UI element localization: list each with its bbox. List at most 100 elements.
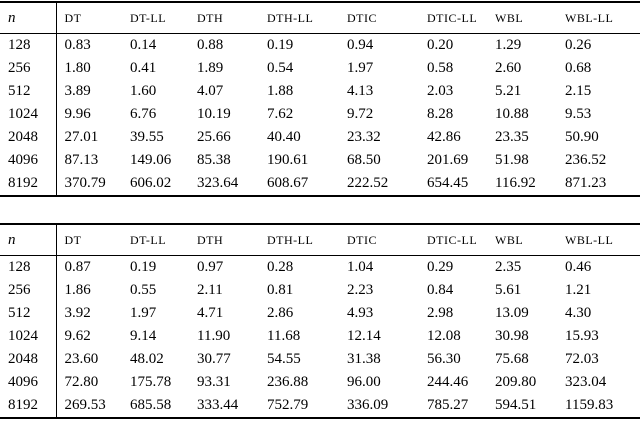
results-table-1: n DT DT-LL DTH DTH-LL DTIC DTIC-LL WBL WBL-LL 128… [0, 1, 640, 197]
header-row: n DT DT-LL DTH DTH-LL DTIC DTIC-LL WBL WBL-LL [0, 224, 640, 256]
table-cell: 244.46 [427, 374, 469, 390]
column-header-dth-ll: DTH-LL [259, 2, 339, 34]
table-cell: 23.35 [495, 129, 529, 145]
table-cell: 1.29 [495, 37, 522, 53]
table-cell: 201.69 [427, 152, 469, 168]
column-header-dtic-ll: DTIC-LL [419, 224, 487, 256]
table-cell: 10.88 [495, 106, 529, 122]
table-cell: 1.89 [197, 60, 224, 76]
table-row: 1024 9.96 6.76 10.19 7.62 9.72 8.28 10.88 9.53 [0, 103, 640, 126]
row-label-n: 256 [0, 57, 57, 80]
row-label-n: 2048 [0, 348, 57, 371]
table-cell: 85.38 [197, 152, 231, 168]
table-cell: 39.55 [130, 129, 164, 145]
table-row: 1024 9.62 9.14 11.90 11.68 12.14 12.08 30.98 15.… [0, 325, 640, 348]
table-cell: 0.84 [427, 282, 454, 298]
table-row: 2048 23.60 48.02 30.77 54.55 31.38 56.30 75.68 7… [0, 348, 640, 371]
table-cell: 23.32 [347, 129, 381, 145]
column-header-wbl-ll: WBL-LL [557, 2, 640, 34]
table-cell: 116.92 [495, 175, 536, 191]
column-header-dt-ll: DT-LL [122, 2, 189, 34]
results-table-2: n DT DT-LL DTH DTH-LL DTIC DTIC-LL WBL WBL-LL 128… [0, 223, 640, 419]
table-cell: 269.53 [64, 397, 106, 413]
table-cell: 0.14 [130, 37, 157, 53]
table-cell: 25.66 [197, 129, 231, 145]
table-row: 8192 370.79 606.02 323.64 608.67 222.52 654.45… [0, 172, 640, 196]
table-cell: 1.60 [130, 83, 157, 99]
table-cell: 2.03 [427, 83, 454, 99]
table-cell: 336.09 [347, 397, 389, 413]
table-cell: 96.00 [347, 374, 381, 390]
column-header-wbl: WBL [487, 224, 557, 256]
column-header-dtic: DTIC [339, 224, 419, 256]
column-header-dt-ll: DT-LL [122, 224, 189, 256]
table-cell: 11.90 [197, 328, 231, 344]
table-cell: 190.61 [267, 152, 309, 168]
table-cell: 72.03 [565, 351, 599, 367]
table-cell: 0.68 [565, 60, 592, 76]
table-cell: 1.86 [64, 282, 91, 298]
table-cell: 4.71 [197, 305, 224, 321]
table-cell: 68.50 [347, 152, 381, 168]
column-header-n: n [0, 2, 57, 34]
table-cell: 9.14 [130, 328, 157, 344]
table-cell: 87.13 [64, 152, 99, 168]
table-cell: 72.80 [64, 374, 99, 390]
table-cell: 871.23 [565, 175, 607, 191]
header-row: n DT DT-LL DTH DTH-LL DTIC DTIC-LL WBL WBL-LL [0, 2, 640, 34]
table-cell: 4.93 [347, 305, 374, 321]
table-cell: 594.51 [495, 397, 537, 413]
table-cell: 9.53 [565, 106, 592, 122]
table-cell: 785.27 [427, 397, 469, 413]
table-row: 2048 27.01 39.55 25.66 40.40 23.32 42.86 23.35 5… [0, 126, 640, 149]
column-header-dth: DTH [189, 2, 259, 34]
table-cell: 4.13 [347, 83, 374, 99]
table-row: 8192 269.53 685.58 333.44 752.79 336.09 785.27… [0, 394, 640, 418]
row-label-n: 4096 [0, 149, 57, 172]
table-cell: 42.86 [427, 129, 461, 145]
table-cell: 6.76 [130, 106, 157, 122]
table-row: 512 3.89 1.60 4.07 1.88 4.13 2.03 5.21 2.15 [0, 80, 640, 103]
row-label-n: 512 [0, 80, 57, 103]
table-cell: 9.62 [64, 328, 91, 344]
table-cell: 370.79 [64, 175, 106, 191]
column-header-dth-ll: DTH-LL [259, 224, 339, 256]
table-cell: 0.29 [427, 259, 454, 275]
table-cell: 5.61 [495, 282, 522, 298]
table-cell: 2.11 [197, 282, 223, 298]
table-cell: 752.79 [267, 397, 309, 413]
table-cell: 93.31 [197, 374, 231, 390]
table-cell: 1.97 [130, 305, 157, 321]
row-label-n: 1024 [0, 103, 57, 126]
table-cell: 209.80 [495, 374, 537, 390]
table-cell: 1.88 [267, 83, 294, 99]
table-cell: 2.15 [565, 83, 592, 99]
table-cell: 50.90 [565, 129, 599, 145]
row-label-n: 512 [0, 302, 57, 325]
table-cell: 1.97 [347, 60, 374, 76]
table-cell: 3.89 [64, 83, 91, 99]
table-cell: 8.28 [427, 106, 454, 122]
table-cell: 2.86 [267, 305, 294, 321]
row-label-n: 8192 [0, 172, 57, 196]
table-cell: 0.81 [267, 282, 294, 298]
table-cell: 0.88 [197, 37, 224, 53]
table-cell: 5.21 [495, 83, 522, 99]
table-cell: 0.55 [130, 282, 157, 298]
table-row: 256 1.80 0.41 1.89 0.54 1.97 0.58 2.60 0.68 [0, 57, 640, 80]
column-header-n: n [0, 224, 57, 256]
table-cell: 323.04 [565, 374, 607, 390]
table-cell: 236.88 [267, 374, 309, 390]
table-cell: 7.62 [267, 106, 294, 122]
table-cell: 1159.83 [565, 397, 614, 413]
table-cell: 2.35 [495, 259, 522, 275]
row-label-n: 4096 [0, 371, 57, 394]
table-cell: 606.02 [130, 175, 172, 191]
table-cell: 2.60 [495, 60, 522, 76]
table-cell: 175.78 [130, 374, 172, 390]
table-cell: 2.98 [427, 305, 454, 321]
row-label-n: 1024 [0, 325, 57, 348]
table-cell: 0.58 [427, 60, 454, 76]
table-cell: 0.87 [64, 259, 91, 275]
